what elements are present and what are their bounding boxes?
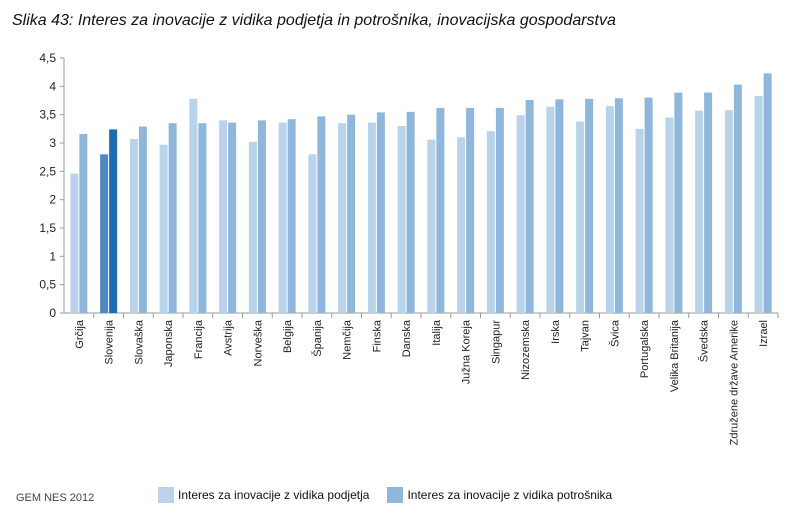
y-tick-label: 0,5 [39, 278, 56, 292]
bar-podjetje [605, 106, 614, 314]
bar-podjetje [70, 173, 79, 313]
x-tick-label: Švica [608, 319, 621, 347]
bar-podjetje [129, 139, 138, 313]
bar-potrosnik [644, 97, 653, 314]
x-tick-label: Norveška [252, 319, 264, 366]
bar-potrosnik [287, 119, 296, 313]
legend: Interes za inovacije z vidika podjetja I… [158, 487, 630, 503]
bar-podjetje [516, 115, 525, 313]
bar-potrosnik [495, 107, 504, 313]
x-tick-label: Južna Koreja [461, 319, 473, 384]
bar-podjetje [724, 110, 733, 313]
bar-podjetje [100, 154, 109, 313]
bar-potrosnik [79, 133, 88, 313]
bar-podjetje [189, 98, 198, 313]
bar-podjetje [486, 131, 495, 313]
bar-podjetje [159, 144, 168, 313]
y-tick-label: 3,5 [39, 108, 56, 122]
x-tick-label: Danska [401, 319, 413, 357]
x-tick-label: Švedska [698, 319, 711, 362]
bar-potrosnik [585, 98, 594, 313]
bar-potrosnik [614, 98, 623, 313]
bar-chart: 0 0,5 1 1,5 2 2,5 3 3,5 4 4,5 Grčija Slovenija Slova… [39, 51, 779, 445]
bar-podjetje [457, 137, 466, 313]
source-note: GEM NES 2012 [16, 492, 95, 504]
bar-podjetje [576, 121, 585, 313]
bar-potrosnik [525, 99, 534, 313]
legend-label-podjetje: Interes za inovacije z vidika podjetja [178, 488, 370, 502]
chart-title: Slika 43: Interes za inovacije z vidika … [12, 12, 616, 29]
bar-podjetje [546, 106, 555, 313]
y-tick-label: 1,5 [39, 221, 56, 235]
legend-swatch-podjetje [158, 487, 174, 503]
x-tick-label: Španija [311, 319, 324, 357]
x-tick-label: Nizozemska [520, 319, 532, 380]
bar-podjetje [635, 128, 644, 313]
x-tick-label: Slovenija [104, 319, 116, 365]
bar-potrosnik [257, 120, 266, 313]
bar-potrosnik [198, 123, 207, 314]
x-tick-label: Združene države Amerike [728, 320, 740, 445]
y-tick-label: 4,5 [39, 51, 56, 65]
x-tick-label: Velika Britanija [669, 319, 681, 392]
x-tick-label: Izrael [758, 320, 770, 347]
bar-podjetje [754, 95, 763, 313]
bar-podjetje [248, 141, 257, 313]
x-tick-label: Belgija [282, 319, 294, 353]
x-tick-label: Singapur [490, 320, 502, 364]
bar-podjetje [338, 123, 347, 314]
bar-potrosnik [376, 112, 385, 314]
y-tick-label: 4 [49, 79, 56, 93]
x-tick-label: Portugalska [639, 319, 651, 378]
bar-potrosnik [347, 114, 356, 314]
bar-podjetje [427, 139, 436, 313]
legend-item-potrosnik: Interes za inovacije z vidika potrošnika [387, 487, 612, 503]
x-tick-label: Italija [431, 319, 443, 346]
x-tick-label: Slovaška [133, 319, 145, 365]
bar-potrosnik [406, 111, 415, 313]
legend-item-podjetje: Interes za inovacije z vidika podjetja [158, 487, 369, 503]
bar-potrosnik [228, 122, 237, 313]
bar-potrosnik [763, 73, 772, 313]
legend-swatch-potrosnik [387, 487, 404, 503]
bar-podjetje [278, 122, 287, 313]
x-tick-label: Irska [550, 319, 562, 344]
bar-podjetje [219, 120, 228, 313]
bar-potrosnik [317, 116, 326, 313]
bar-potrosnik [168, 123, 177, 314]
x-tick-label: Tajvan [580, 320, 592, 352]
bar-podjetje [665, 117, 674, 313]
bar-potrosnik [436, 107, 445, 313]
x-tick-label: Avstrija [223, 319, 235, 356]
x-tick-label: Japonska [163, 319, 175, 367]
bar-podjetje [397, 126, 406, 313]
bar-potrosnik [704, 92, 713, 313]
bar-podjetje [308, 154, 317, 313]
bar-potrosnik [555, 99, 564, 313]
y-tick-label: 0 [49, 306, 56, 320]
bar-potrosnik [109, 129, 118, 313]
bar-potrosnik [674, 92, 683, 313]
bar-podjetje [367, 122, 376, 313]
bar-potrosnik [138, 126, 147, 313]
x-tick-label: Nemčija [342, 319, 354, 360]
y-tick-label: 2,5 [39, 164, 56, 178]
bar-podjetje [695, 110, 704, 313]
y-tick-label: 3 [49, 136, 56, 150]
x-tick-label: Finska [371, 319, 383, 352]
bar-potrosnik [733, 84, 742, 313]
y-tick-label: 1 [49, 249, 56, 263]
y-tick-label: 2 [49, 193, 56, 207]
x-tick-label: Francija [193, 319, 205, 359]
legend-label-potrosnik: Interes za inovacije z vidika potrošnika [407, 488, 613, 502]
x-tick-label: Grčija [74, 319, 86, 349]
bar-potrosnik [466, 107, 475, 313]
